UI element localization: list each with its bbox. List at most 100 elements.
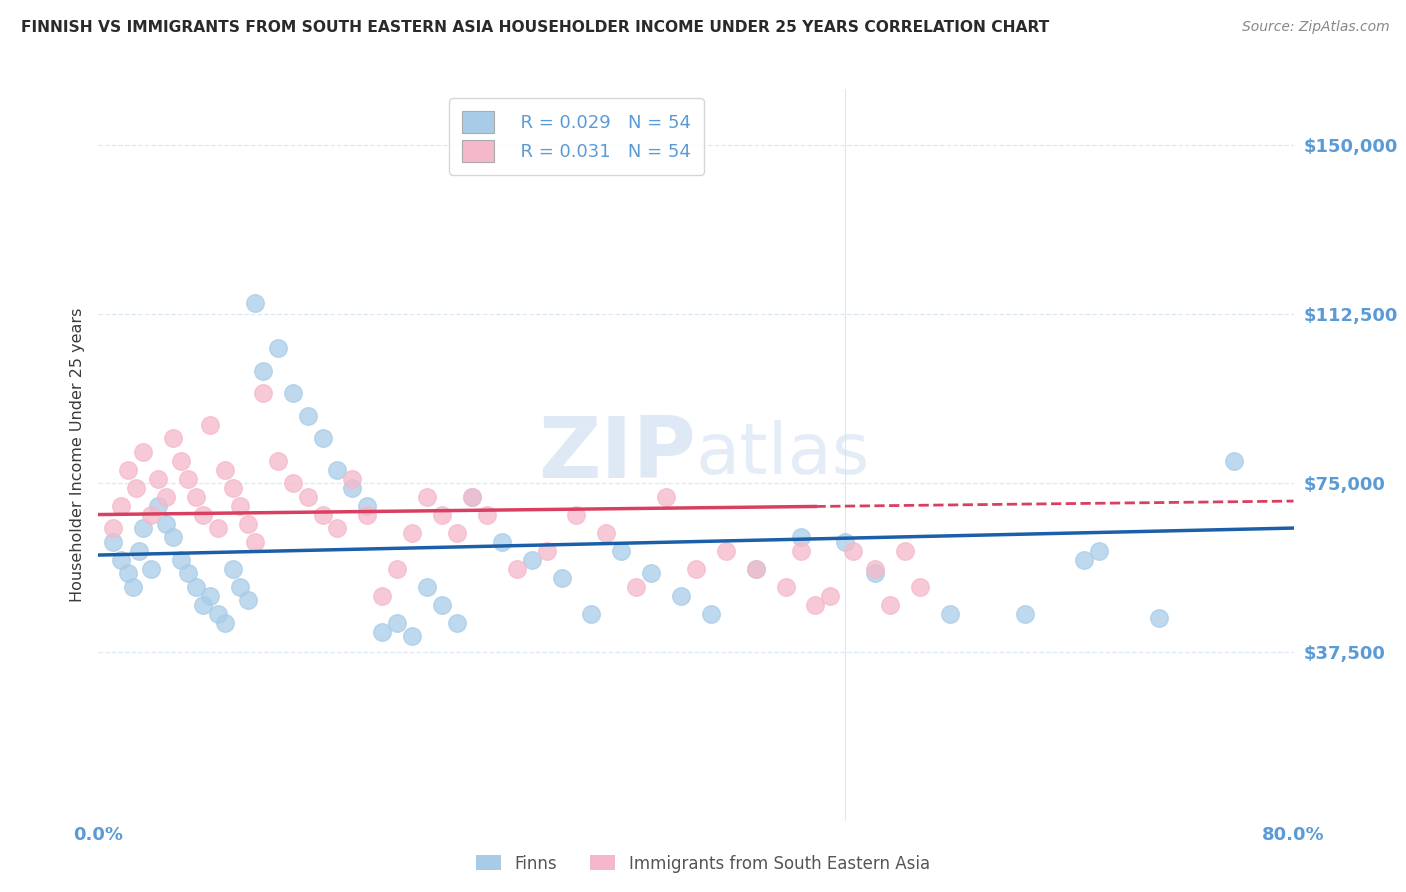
Point	[184, 490, 207, 504]
Point	[229, 580, 252, 594]
Text: FINNISH VS IMMIGRANTS FROM SOUTH EASTERN ASIA HOUSEHOLDER INCOME UNDER 25 YEARS : FINNISH VS IMMIGRANTS FROM SOUTH EASTERN…	[21, 20, 1049, 35]
Point	[267, 341, 290, 355]
Point	[669, 589, 692, 603]
Point	[804, 598, 827, 612]
Point	[1223, 453, 1246, 467]
Point	[506, 561, 529, 575]
Point	[385, 615, 409, 630]
Point	[461, 490, 484, 504]
Point	[132, 444, 155, 458]
Point	[200, 417, 222, 432]
Point	[700, 607, 723, 621]
Point	[626, 580, 648, 594]
Point	[356, 508, 378, 522]
Point	[132, 521, 155, 535]
Point	[536, 543, 558, 558]
Point	[342, 481, 364, 495]
Point	[207, 521, 229, 535]
Point	[252, 363, 274, 377]
Point	[446, 525, 468, 540]
Point	[117, 566, 139, 580]
Point	[117, 462, 139, 476]
Point	[745, 561, 768, 575]
Point	[191, 508, 214, 522]
Point	[252, 386, 274, 401]
Point	[311, 508, 333, 522]
Point	[222, 481, 245, 495]
Point	[1073, 552, 1095, 566]
Point	[714, 543, 737, 558]
Point	[820, 589, 842, 603]
Text: Source: ZipAtlas.com: Source: ZipAtlas.com	[1241, 20, 1389, 34]
Point	[121, 580, 143, 594]
Point	[139, 561, 162, 575]
Point	[371, 624, 394, 639]
Point	[416, 580, 439, 594]
Legend: Finns, Immigrants from South Eastern Asia: Finns, Immigrants from South Eastern Asi…	[470, 848, 936, 880]
Point	[191, 598, 214, 612]
Text: atlas: atlas	[696, 420, 870, 490]
Point	[162, 530, 184, 544]
Point	[520, 552, 543, 566]
Point	[342, 471, 364, 485]
Point	[177, 471, 200, 485]
Point	[148, 499, 170, 513]
Point	[865, 566, 887, 580]
Point	[184, 580, 207, 594]
Text: ZIP: ZIP	[538, 413, 696, 497]
Point	[1147, 611, 1170, 625]
Point	[430, 598, 453, 612]
Point	[685, 561, 707, 575]
Point	[297, 409, 319, 423]
Point	[200, 589, 222, 603]
Point	[214, 462, 236, 476]
Point	[326, 462, 349, 476]
Point	[267, 453, 290, 467]
Point	[789, 530, 811, 544]
Legend:   R = 0.029   N = 54,   R = 0.031   N = 54: R = 0.029 N = 54, R = 0.031 N = 54	[450, 98, 703, 175]
Point	[595, 525, 617, 540]
Point	[177, 566, 200, 580]
Point	[1088, 543, 1111, 558]
Point	[416, 490, 439, 504]
Point	[894, 543, 917, 558]
Point	[430, 508, 453, 522]
Point	[879, 598, 901, 612]
Point	[236, 593, 259, 607]
Point	[148, 471, 170, 485]
Point	[461, 490, 484, 504]
Point	[655, 490, 678, 504]
Point	[745, 561, 768, 575]
Point	[245, 534, 267, 549]
Point	[939, 607, 962, 621]
Point	[110, 499, 132, 513]
Point	[356, 499, 378, 513]
Point	[446, 615, 468, 630]
Point	[371, 589, 394, 603]
Point	[162, 431, 184, 445]
Point	[229, 499, 252, 513]
Point	[236, 516, 259, 531]
Point	[207, 607, 229, 621]
Point	[865, 561, 887, 575]
Point	[155, 490, 177, 504]
Point	[128, 543, 150, 558]
Point	[222, 561, 245, 575]
Point	[908, 580, 931, 594]
Point	[789, 543, 811, 558]
Point	[491, 534, 513, 549]
Point	[385, 561, 409, 575]
Point	[640, 566, 662, 580]
Point	[401, 525, 423, 540]
Point	[775, 580, 797, 594]
Point	[326, 521, 349, 535]
Point	[610, 543, 633, 558]
Point	[401, 629, 423, 643]
Point	[550, 571, 572, 585]
Point	[155, 516, 177, 531]
Point	[565, 508, 588, 522]
Point	[834, 534, 856, 549]
Y-axis label: Householder Income Under 25 years: Householder Income Under 25 years	[69, 308, 84, 602]
Point	[581, 607, 603, 621]
Point	[1014, 607, 1036, 621]
